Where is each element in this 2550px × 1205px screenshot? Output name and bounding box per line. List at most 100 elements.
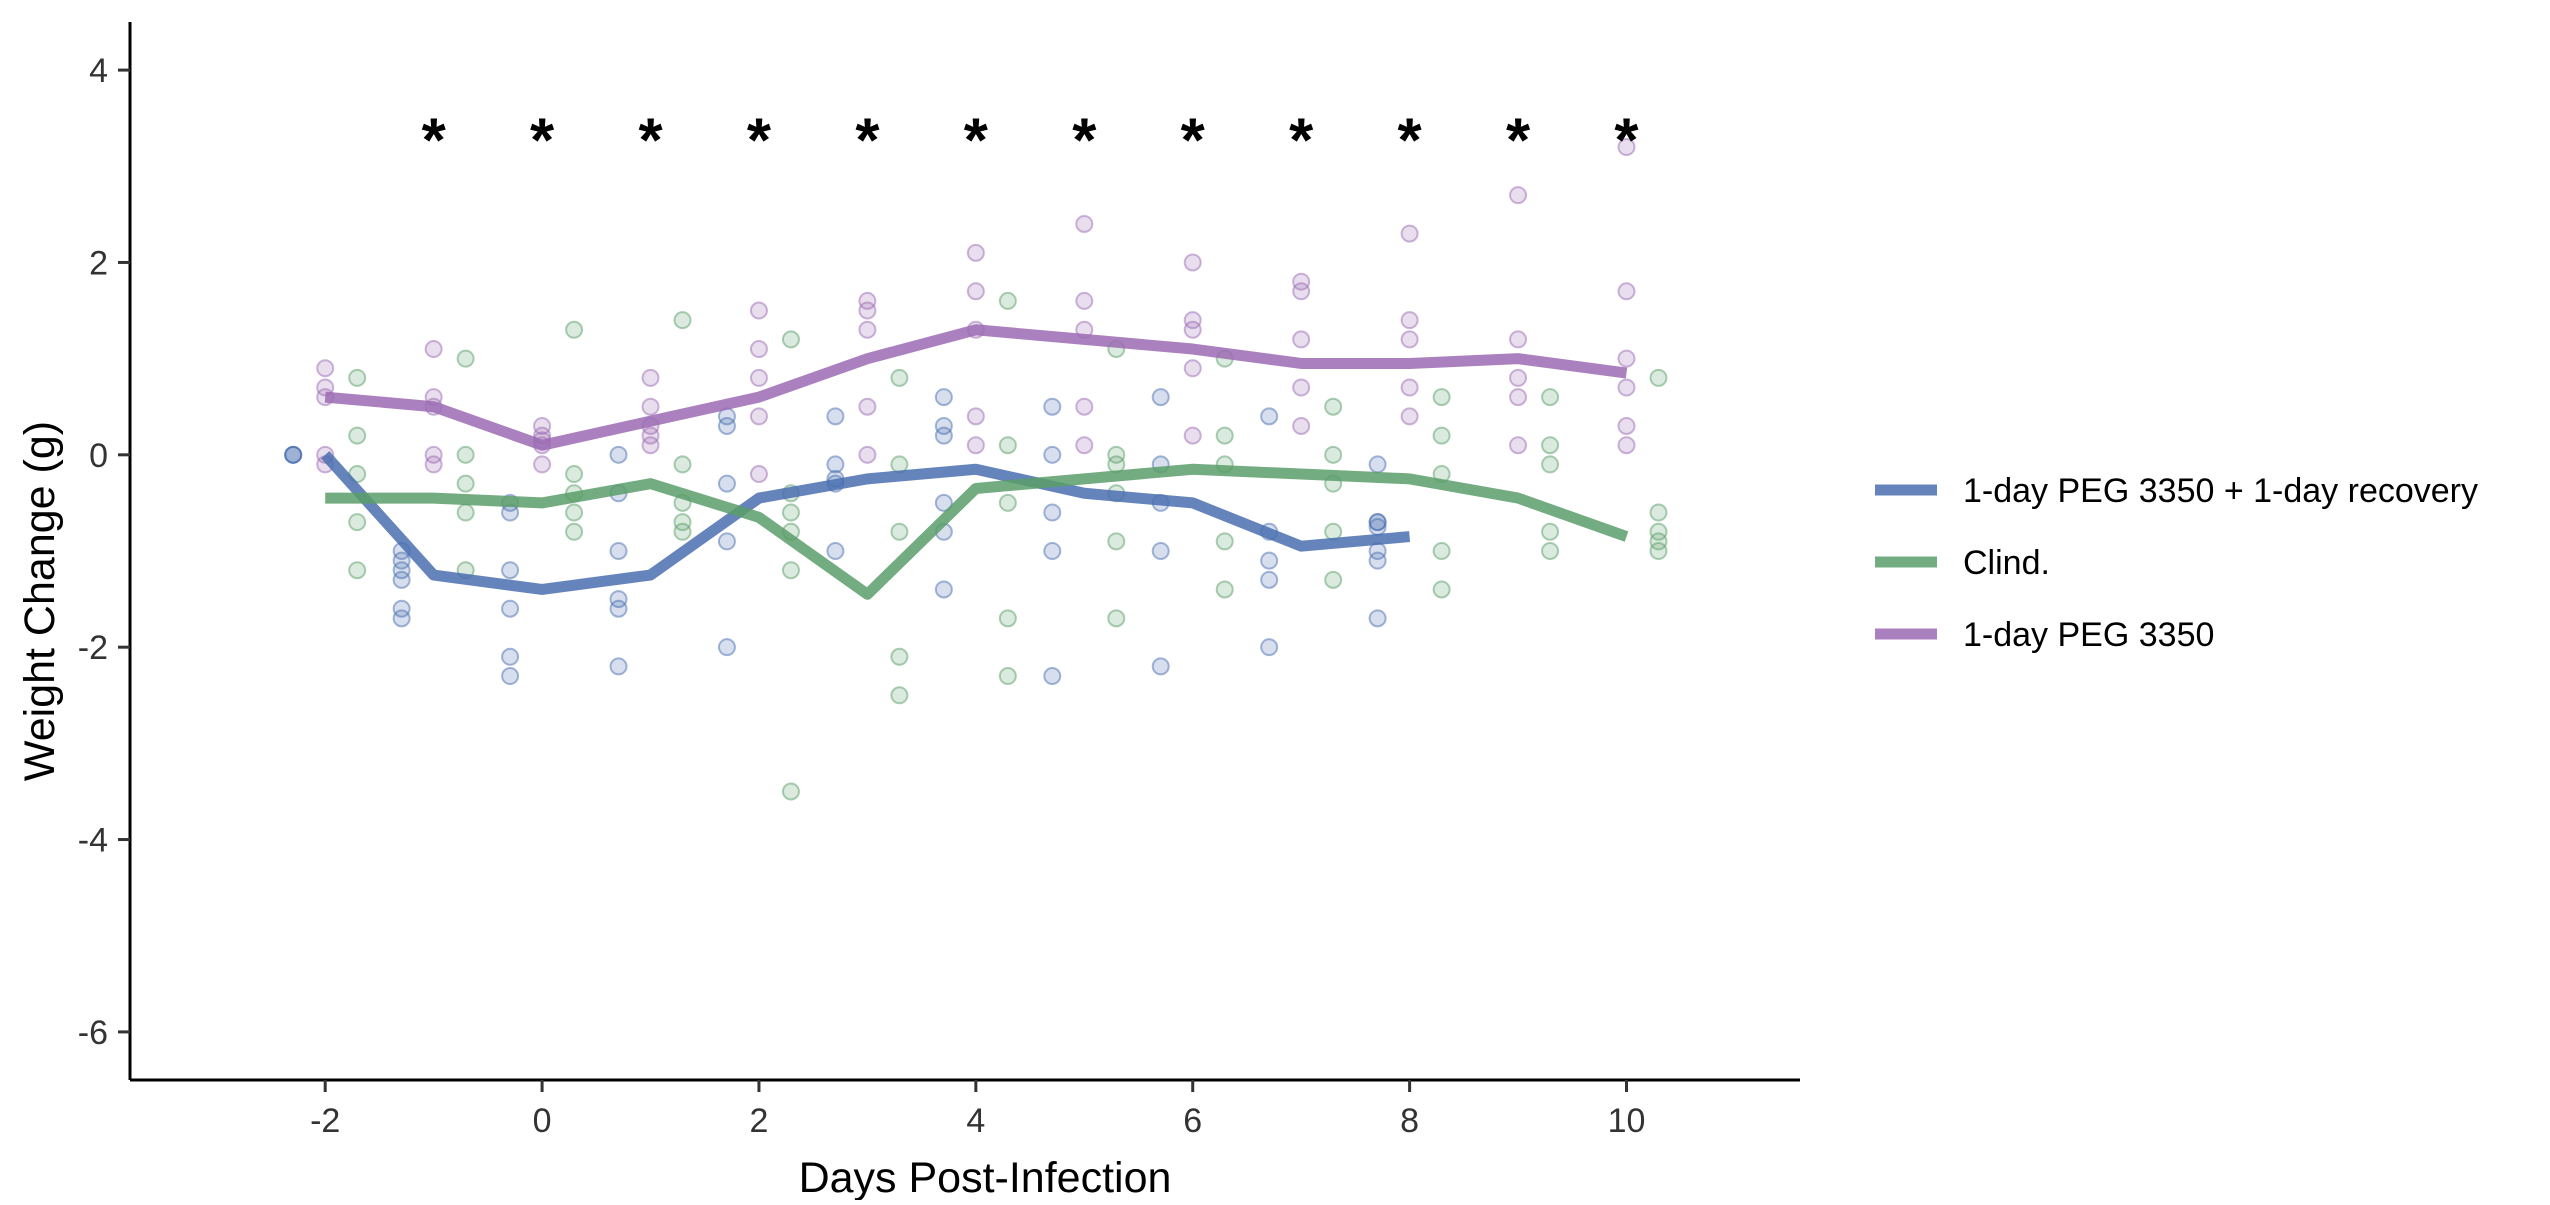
data-point <box>1107 609 1126 628</box>
data-point <box>1215 532 1234 551</box>
data-point <box>1215 426 1234 445</box>
data-point <box>858 301 877 320</box>
data-point <box>565 465 584 484</box>
data-point <box>673 522 692 541</box>
data-point <box>934 416 953 435</box>
series-line <box>321 451 1411 595</box>
data-point <box>858 320 877 339</box>
data-point <box>1075 436 1094 455</box>
data-point <box>424 445 443 464</box>
data-point <box>641 368 660 387</box>
data-point <box>934 580 953 599</box>
data-point <box>609 445 628 464</box>
y-axis-title: Weight Change (g) <box>16 421 64 781</box>
data-point <box>826 407 845 426</box>
data-point <box>673 513 692 532</box>
data-point <box>1617 436 1636 455</box>
data-point <box>781 503 800 522</box>
data-point <box>1075 214 1094 233</box>
data-point <box>609 542 628 560</box>
data-point <box>998 291 1017 310</box>
data-point <box>1292 416 1311 435</box>
data-point <box>565 320 584 339</box>
data-point <box>1260 407 1279 426</box>
data-point <box>1509 388 1528 407</box>
axes: -2 0 2 4 6 8 10 4 2 0 -2 -4 -6 Days Post-Infection Wei… <box>16 22 1800 1202</box>
data-point <box>1368 517 1387 536</box>
data-point <box>1183 359 1202 378</box>
data-point <box>1368 551 1387 570</box>
data-point <box>1324 445 1343 464</box>
data-point <box>858 397 877 416</box>
data-point <box>749 301 768 320</box>
data-point <box>316 378 335 397</box>
significance-star: * <box>1614 106 1639 175</box>
data-point <box>1432 388 1451 407</box>
legend: 1-day PEG 3350 + 1-day recovery Clind. 1-d… <box>1875 472 2478 654</box>
data-point <box>609 657 628 676</box>
y-tick-label: -4 <box>78 822 108 860</box>
data-point <box>966 407 985 426</box>
data-point <box>1043 397 1062 416</box>
data-point <box>456 474 475 493</box>
data-point <box>501 667 520 686</box>
data-point <box>1107 532 1126 551</box>
data-point <box>934 388 953 407</box>
data-point <box>998 436 1017 455</box>
data-point <box>826 455 845 474</box>
x-tick-label: 8 <box>1400 1102 1419 1140</box>
data-point <box>284 445 303 464</box>
significance-star: * <box>1072 106 1097 175</box>
data-point <box>717 532 736 551</box>
data-point <box>1183 311 1202 330</box>
data-point <box>1400 378 1419 397</box>
data-point <box>1617 378 1636 397</box>
data-point <box>424 340 443 359</box>
data-point <box>1368 455 1387 474</box>
data-point <box>998 493 1017 512</box>
data-point <box>858 445 877 464</box>
data-point <box>781 782 800 801</box>
data-point <box>966 243 985 262</box>
data-point <box>1541 388 1560 407</box>
data-point <box>890 522 909 541</box>
data-point <box>1151 657 1170 676</box>
x-axis-title: Days Post-Infection <box>799 1154 1172 1200</box>
data-point <box>1151 542 1170 560</box>
data-point <box>1260 570 1279 589</box>
data-point <box>392 561 411 580</box>
significance-star: * <box>638 106 663 175</box>
data-point <box>641 426 660 445</box>
x-tick-label: 10 <box>1608 1102 1646 1140</box>
series-line <box>325 463 1629 600</box>
data-point <box>1215 580 1234 599</box>
data-point <box>934 493 953 512</box>
data-point <box>1649 522 1668 541</box>
data-point <box>998 609 1017 628</box>
data-point <box>1075 397 1094 416</box>
data-point <box>348 513 367 532</box>
data-point <box>1617 349 1636 368</box>
data-point <box>1107 445 1126 464</box>
data-point <box>501 599 520 618</box>
data-point <box>781 330 800 349</box>
data-point <box>316 359 335 378</box>
data-point <box>1509 436 1528 455</box>
data-point <box>966 436 985 455</box>
data-point <box>1649 368 1668 387</box>
significance-star: * <box>1398 106 1423 175</box>
data-point <box>456 349 475 368</box>
data-point <box>749 465 768 484</box>
data-point <box>890 368 909 387</box>
data-point <box>1151 388 1170 407</box>
significance-star: * <box>964 106 989 175</box>
data-point <box>533 455 552 474</box>
data-point <box>501 561 520 580</box>
data-point <box>1400 311 1419 330</box>
data-point <box>1649 532 1668 551</box>
significance-star: * <box>530 106 555 175</box>
data-point <box>966 282 985 301</box>
data-point <box>1368 513 1387 532</box>
data-point <box>1432 580 1451 599</box>
data-point <box>565 522 584 541</box>
